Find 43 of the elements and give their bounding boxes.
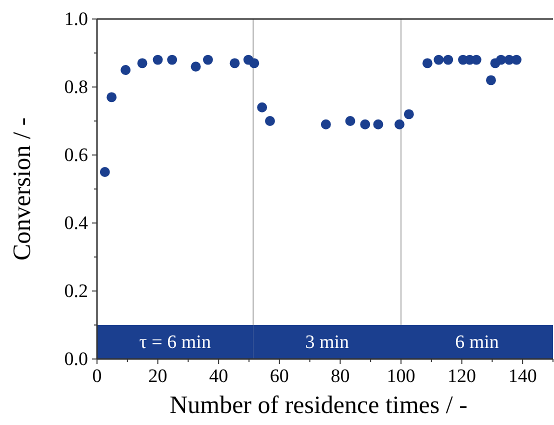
point — [190, 62, 201, 72]
point — [167, 54, 178, 65]
point — [230, 58, 240, 68]
point — [512, 54, 522, 65]
point — [202, 54, 213, 65]
point — [434, 54, 444, 65]
band-label: τ = 6 min — [139, 332, 212, 353]
band-label: 3 min — [305, 332, 350, 353]
point — [249, 58, 260, 68]
point — [443, 54, 454, 65]
x-tick-label: 120 — [448, 366, 476, 387]
point — [100, 167, 110, 177]
point — [496, 54, 506, 65]
x-tick-label: 100 — [386, 366, 416, 387]
x-tick-label: 0 — [92, 366, 102, 387]
point — [373, 119, 384, 130]
y-tick-label: 0.2 — [64, 281, 88, 302]
y-tick-label: 1.0 — [64, 9, 88, 30]
point — [345, 116, 356, 126]
point — [486, 75, 496, 86]
point — [422, 58, 432, 68]
point — [152, 54, 163, 65]
point — [137, 58, 148, 68]
x-tick-label: 140 — [508, 366, 537, 387]
point — [404, 109, 414, 120]
point — [320, 119, 331, 130]
point — [360, 119, 370, 130]
x-tick-label: 40 — [209, 366, 228, 387]
x-tick-label: 80 — [330, 366, 350, 387]
y-tick-label: 0.8 — [64, 77, 88, 98]
point — [106, 92, 117, 102]
y-axis-title: Conversion / - — [9, 117, 36, 261]
x-tick-label: 60 — [270, 366, 289, 387]
point — [394, 119, 404, 130]
point — [264, 116, 275, 126]
y-tick-label: 0.4 — [64, 213, 88, 234]
x-tick-label: 20 — [148, 366, 168, 387]
point — [120, 65, 131, 75]
y-tick-label: 0.0 — [64, 349, 88, 370]
band-label: 6 min — [455, 332, 500, 353]
y-tick-label: 0.6 — [64, 145, 88, 166]
point — [257, 102, 268, 112]
x-axis-title: Number of residence times / - — [170, 392, 468, 419]
